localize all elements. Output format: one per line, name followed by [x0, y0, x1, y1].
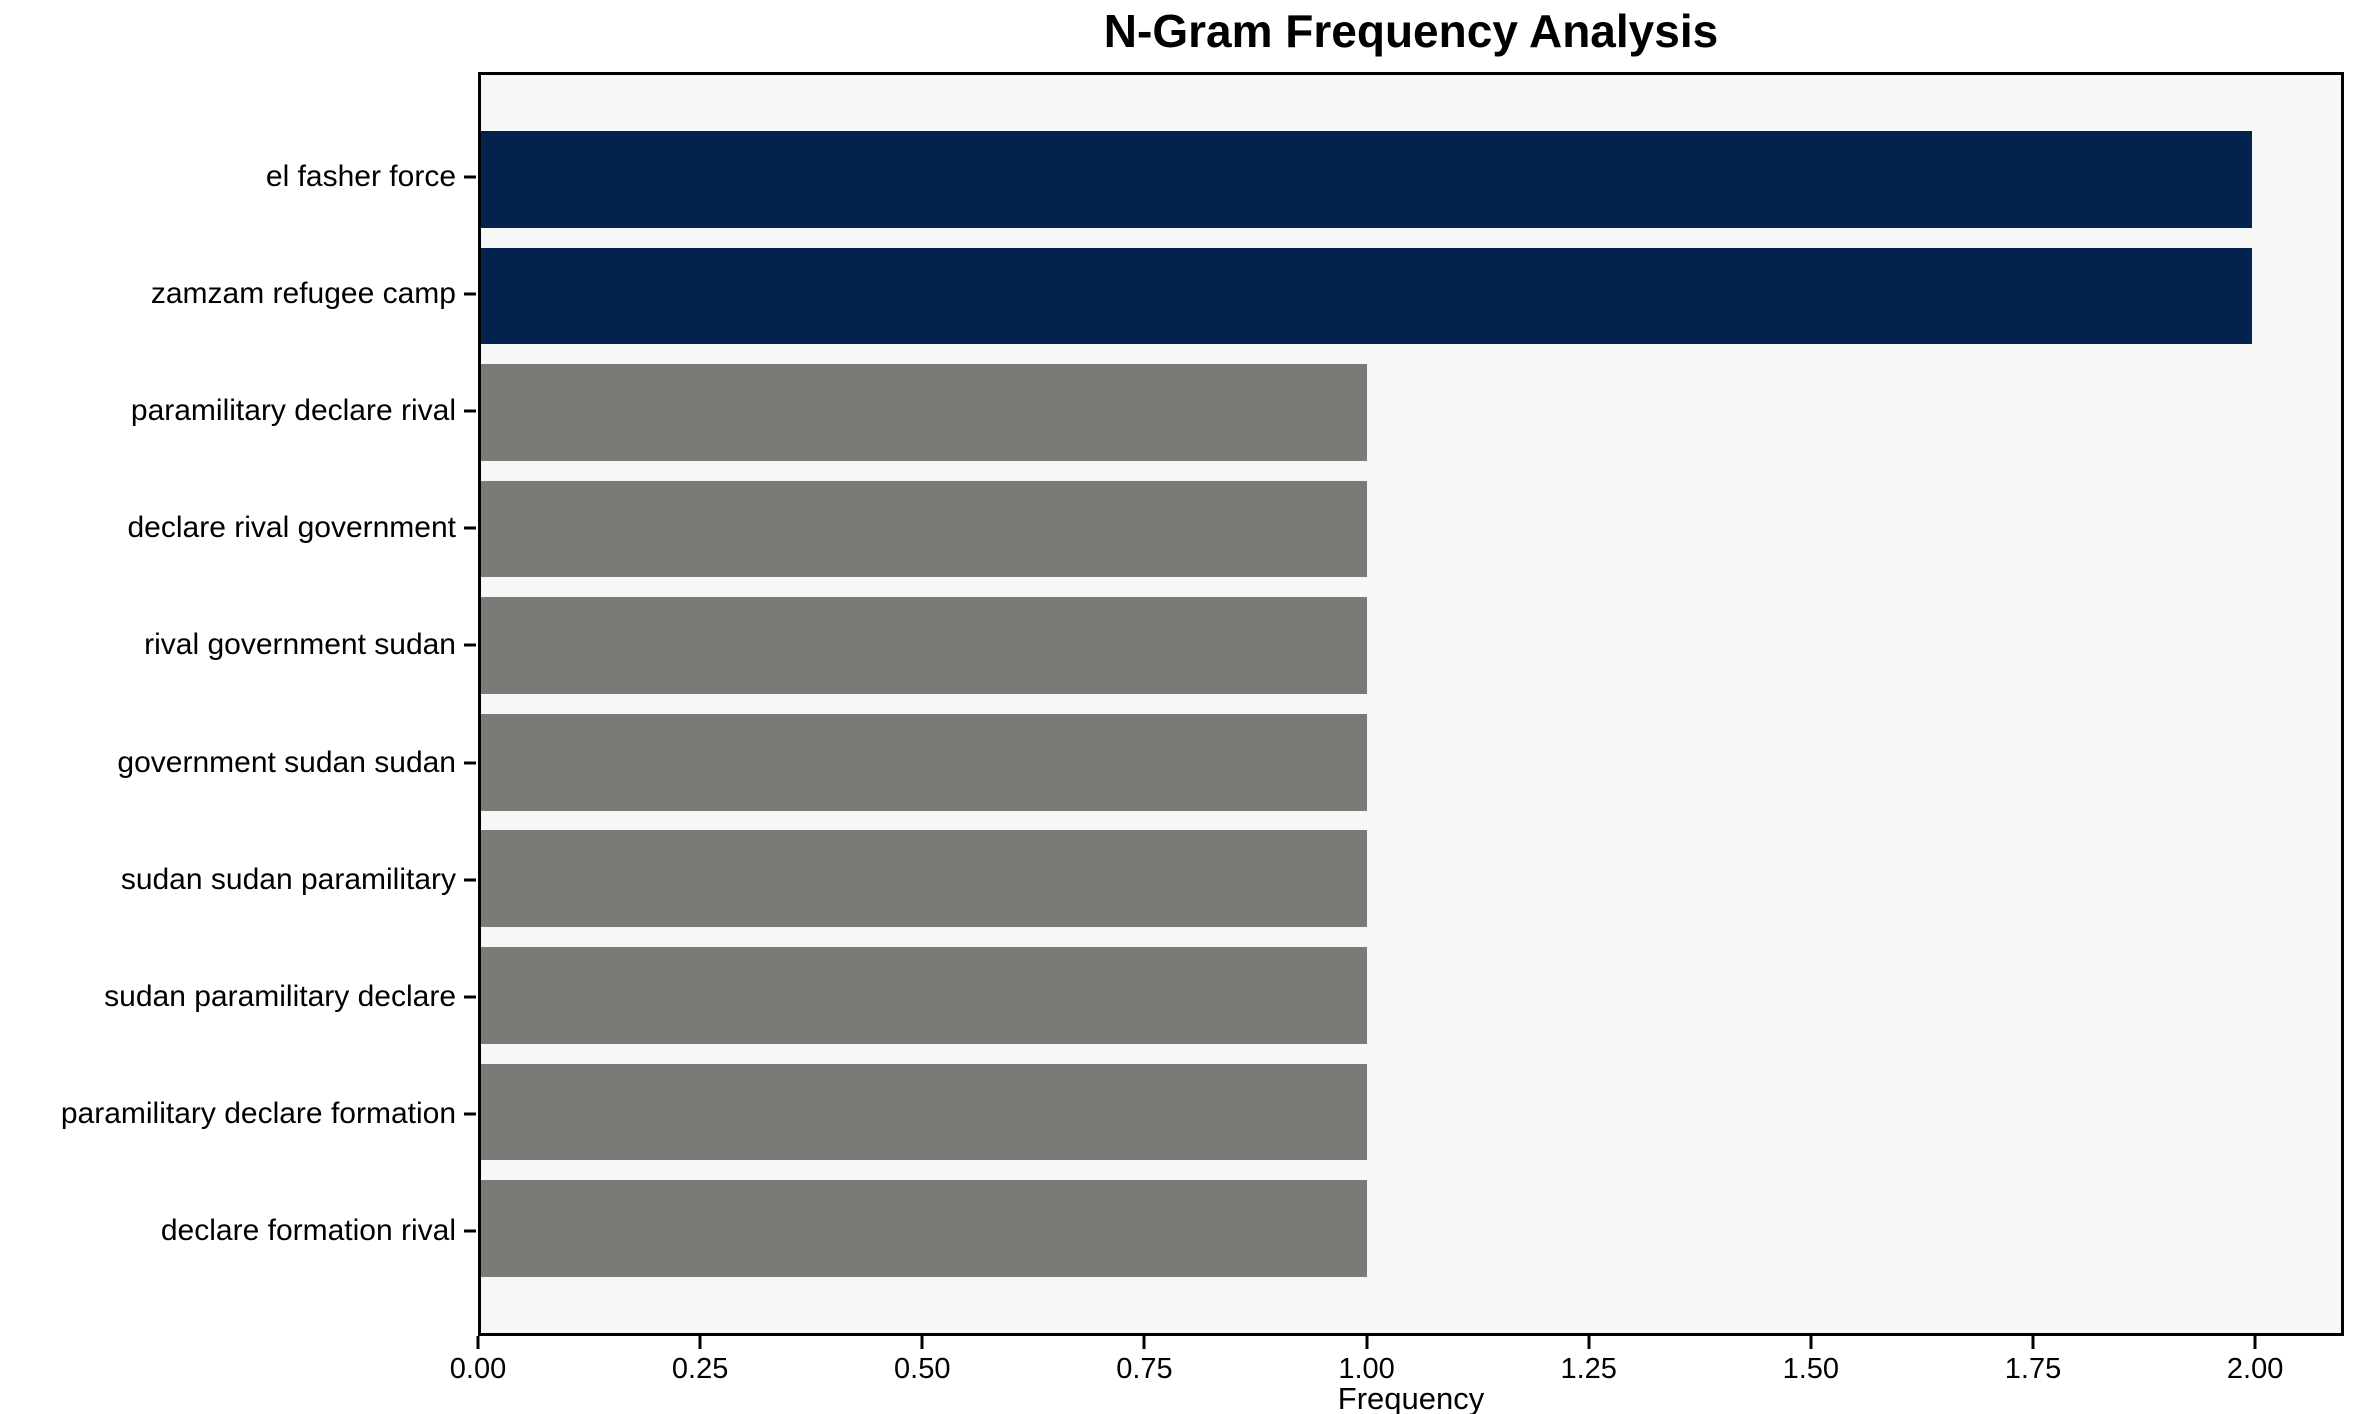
y-tick-mark [464, 292, 476, 296]
y-tick-label: zamzam refugee camp [150, 276, 456, 310]
bar [481, 830, 1367, 928]
bar [481, 480, 1367, 578]
y-tick-label: paramilitary declare rival [130, 394, 456, 427]
y-axis-tick-marks [464, 72, 476, 1336]
y-tick-mark [464, 878, 476, 882]
bar-row [481, 704, 2341, 821]
y-tick-label: rival government sudan [144, 628, 456, 662]
bar-row [481, 587, 2341, 704]
y-axis: el fasher force zamzam refugee camp parami… [0, 72, 456, 1336]
y-tick-mark [464, 526, 476, 530]
bar [481, 597, 1367, 695]
bar [481, 247, 2253, 345]
x-tick-label: 1.00 [1338, 1353, 1395, 1385]
x-tick-label: 1.25 [1560, 1353, 1617, 1385]
x-tick-mark [2031, 1336, 2035, 1349]
bar-row [481, 121, 2341, 238]
y-tick-label: sudan paramilitary declare [104, 980, 456, 1013]
y-tick-label: paramilitary declare formation [60, 1097, 456, 1131]
x-tick-label: 1.50 [1782, 1353, 1840, 1385]
x-tick-label: 0.50 [894, 1353, 951, 1385]
chart-title: N-Gram Frequency Analysis [1103, 5, 1719, 57]
y-tick-mark [464, 995, 476, 999]
x-axis-label: Frequency [1337, 1381, 1485, 1414]
y-tick-label: sudan sudan paramilitary [120, 862, 456, 896]
x-tick-mark [476, 1336, 480, 1349]
bar-row [481, 238, 2341, 355]
bar-row [481, 1170, 2341, 1287]
bar [481, 1063, 1367, 1161]
x-tick-label: 1.75 [2004, 1353, 2062, 1385]
bar [481, 713, 1367, 811]
x-tick-mark [2253, 1336, 2257, 1349]
x-tick-label: 2.00 [2226, 1353, 2284, 1385]
bar [481, 1180, 1367, 1278]
bar [481, 947, 1367, 1044]
x-tick-label: 0.75 [1116, 1353, 1173, 1385]
bar-row [481, 937, 2341, 1054]
x-tick-mark [698, 1336, 702, 1349]
bar-row [481, 1054, 2341, 1171]
bar-row [481, 354, 2341, 471]
x-tick-label: 0.00 [449, 1353, 507, 1385]
x-axis: 0.00 0.25 0.50 0.75 1.00 1.25 1.50 1.75 2.00 [450, 1336, 2344, 1414]
x-tick-mark [1809, 1336, 1813, 1349]
y-tick-mark [464, 1229, 476, 1233]
x-tick-mark [1587, 1336, 1591, 1349]
y-tick-mark [464, 761, 476, 765]
bar-row [481, 821, 2341, 938]
y-tick-label: government sudan sudan [117, 745, 456, 779]
y-tick-label: declare rival government [127, 511, 457, 545]
x-tick-mark [920, 1336, 924, 1349]
bar [481, 364, 1367, 461]
plot-area [478, 72, 2344, 1336]
x-tick-mark [1365, 1336, 1369, 1349]
bar [481, 130, 2253, 228]
y-tick-mark [464, 175, 476, 179]
bar-row [481, 471, 2341, 588]
x-tick-mark [1142, 1336, 1146, 1349]
y-tick-mark [464, 409, 476, 413]
y-tick-mark [464, 643, 476, 647]
x-tick-label: 0.25 [671, 1353, 729, 1385]
y-tick-mark [464, 1112, 476, 1116]
y-tick-label: declare formation rival [160, 1214, 456, 1248]
y-tick-label: el fasher force [265, 159, 456, 193]
